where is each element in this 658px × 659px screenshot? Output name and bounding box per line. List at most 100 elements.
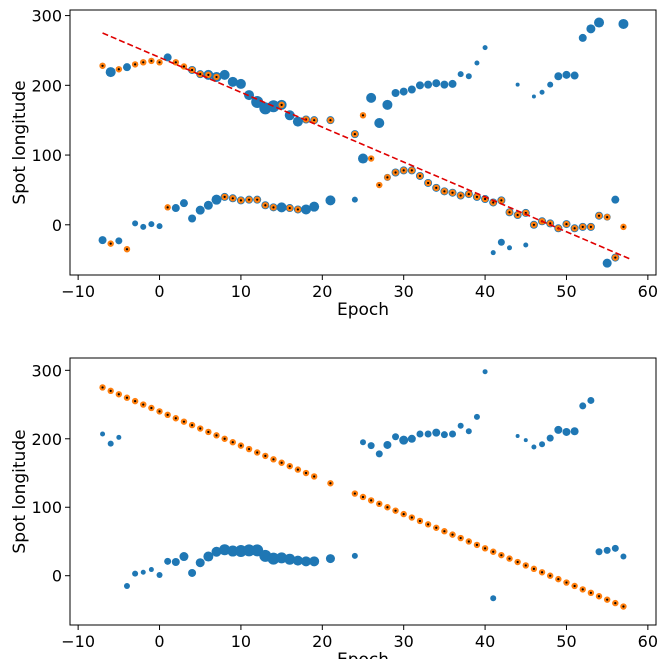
orange-point-center bbox=[166, 206, 169, 209]
orange-point-center bbox=[288, 206, 291, 210]
blue-point bbox=[515, 82, 520, 87]
blue-point bbox=[148, 221, 155, 228]
orange-point-center bbox=[483, 197, 487, 201]
orange-point-center bbox=[101, 64, 104, 67]
orange-point-center bbox=[207, 430, 210, 434]
blue-point bbox=[179, 199, 188, 208]
orange-point-center bbox=[540, 571, 544, 574]
orange-point-center bbox=[606, 216, 609, 219]
blue-point bbox=[188, 568, 197, 577]
blue-point bbox=[392, 433, 400, 441]
orange-point-center bbox=[516, 213, 519, 217]
blue-point bbox=[570, 71, 579, 80]
orange-point-center bbox=[125, 248, 129, 251]
blue-point bbox=[366, 92, 377, 103]
x-tick-label: 50 bbox=[556, 282, 576, 301]
orange-point-center bbox=[589, 225, 592, 228]
blue-point bbox=[391, 88, 400, 97]
orange-point-center bbox=[361, 114, 365, 117]
orange-point-center bbox=[296, 468, 299, 471]
orange-point-center bbox=[215, 434, 218, 437]
blue-point bbox=[424, 80, 433, 89]
orange-point-center bbox=[394, 171, 397, 174]
x-tick-label: 50 bbox=[556, 632, 576, 651]
orange-point-center bbox=[256, 451, 259, 454]
blue-point bbox=[276, 552, 288, 564]
orange-point-center bbox=[614, 256, 617, 259]
orange-point-center bbox=[158, 410, 161, 413]
x-tick-label: 0 bbox=[154, 632, 164, 651]
blue-point bbox=[586, 24, 596, 34]
blue-point bbox=[531, 94, 536, 99]
blue-point bbox=[407, 85, 416, 94]
orange-point-center bbox=[296, 208, 299, 211]
orange-point-center bbox=[532, 223, 536, 226]
orange-point-center bbox=[508, 211, 511, 214]
blue-point bbox=[440, 80, 449, 89]
chart-top: −10 0 10 20 30 40 50 60 0 100 200 300 Epoch Spot long… bbox=[10, 7, 658, 320]
blue-point bbox=[203, 551, 214, 562]
orange-point-center bbox=[492, 550, 495, 553]
blue-point bbox=[195, 205, 205, 215]
orange-point-center bbox=[597, 214, 601, 217]
blue-point bbox=[140, 569, 146, 575]
blue-point bbox=[309, 201, 320, 212]
blue-point bbox=[351, 552, 358, 559]
orange-point-center bbox=[142, 403, 145, 406]
orange-point-center bbox=[524, 564, 527, 567]
y-tick-label: 200 bbox=[31, 76, 62, 95]
orange-point-center bbox=[451, 191, 454, 194]
orange-point-center bbox=[565, 581, 568, 584]
orange-point-center bbox=[158, 61, 161, 64]
orange-point-center bbox=[565, 222, 568, 226]
x-tick-label: 20 bbox=[312, 282, 332, 301]
blue-point bbox=[570, 427, 579, 436]
orange-point-center bbox=[134, 63, 137, 66]
orange-point-center bbox=[215, 75, 218, 79]
blue-point bbox=[618, 18, 629, 29]
blue-point bbox=[164, 557, 172, 565]
blue-point bbox=[523, 242, 529, 248]
blue-point bbox=[325, 195, 336, 206]
orange-point-center bbox=[508, 557, 511, 560]
blue-point bbox=[474, 60, 480, 66]
orange-point-center bbox=[451, 533, 454, 536]
orange-point-center bbox=[475, 195, 479, 198]
blue-point bbox=[132, 570, 139, 577]
blue-point bbox=[539, 441, 546, 448]
blue-point bbox=[539, 89, 545, 95]
orange-point-center bbox=[329, 482, 332, 485]
x-tick-label: 40 bbox=[475, 282, 495, 301]
orange-point-center bbox=[386, 506, 389, 509]
axes-frame bbox=[69, 9, 657, 276]
orange-point-center bbox=[199, 73, 202, 76]
orange-point-center bbox=[500, 199, 503, 202]
orange-point-center bbox=[231, 197, 234, 200]
orange-point-center bbox=[182, 420, 186, 423]
x-tick-label: 60 bbox=[638, 282, 658, 301]
orange-point-center bbox=[443, 190, 446, 193]
blue-point bbox=[579, 402, 587, 410]
orange-point-center bbox=[402, 512, 405, 516]
blue-point bbox=[415, 81, 424, 90]
blue-point bbox=[219, 544, 231, 556]
orange-point-center bbox=[264, 204, 267, 207]
blue-point bbox=[301, 556, 312, 567]
orange-point-center bbox=[386, 176, 389, 179]
blue-point bbox=[358, 153, 368, 164]
blue-point bbox=[195, 558, 205, 568]
x-axis-label: Epoch bbox=[337, 300, 389, 320]
orange-point-center bbox=[174, 417, 177, 420]
orange-point-center bbox=[117, 68, 120, 71]
blue-point bbox=[123, 582, 130, 589]
orange-point-center bbox=[142, 61, 145, 64]
blue-point bbox=[171, 204, 180, 213]
blue-point bbox=[382, 99, 393, 110]
blue-point bbox=[301, 204, 312, 215]
orange-point-center bbox=[443, 530, 446, 533]
blue-point bbox=[457, 422, 464, 429]
orange-point-center bbox=[467, 193, 470, 196]
blue-point bbox=[473, 413, 480, 420]
blue-point bbox=[440, 431, 448, 439]
orange-point-center bbox=[264, 454, 267, 457]
